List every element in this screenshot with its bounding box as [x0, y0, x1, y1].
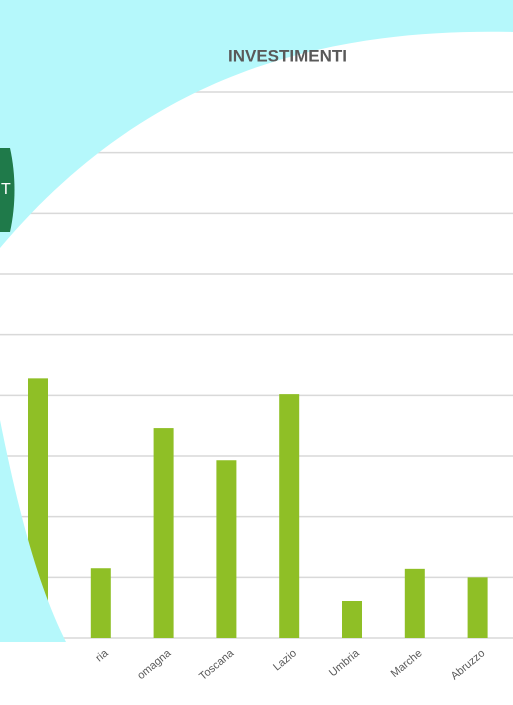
badge-text: T — [1, 181, 11, 198]
bar — [216, 460, 237, 638]
bar — [90, 568, 111, 638]
chart-title: INVESTIMENTI — [228, 46, 347, 65]
overlay-shape — [0, 0, 513, 248]
bar — [467, 577, 488, 638]
bar — [153, 428, 174, 638]
badge — [0, 148, 15, 232]
overlay-shape — [0, 420, 66, 642]
bar — [279, 394, 300, 638]
bar — [342, 600, 362, 638]
bar — [404, 568, 425, 638]
